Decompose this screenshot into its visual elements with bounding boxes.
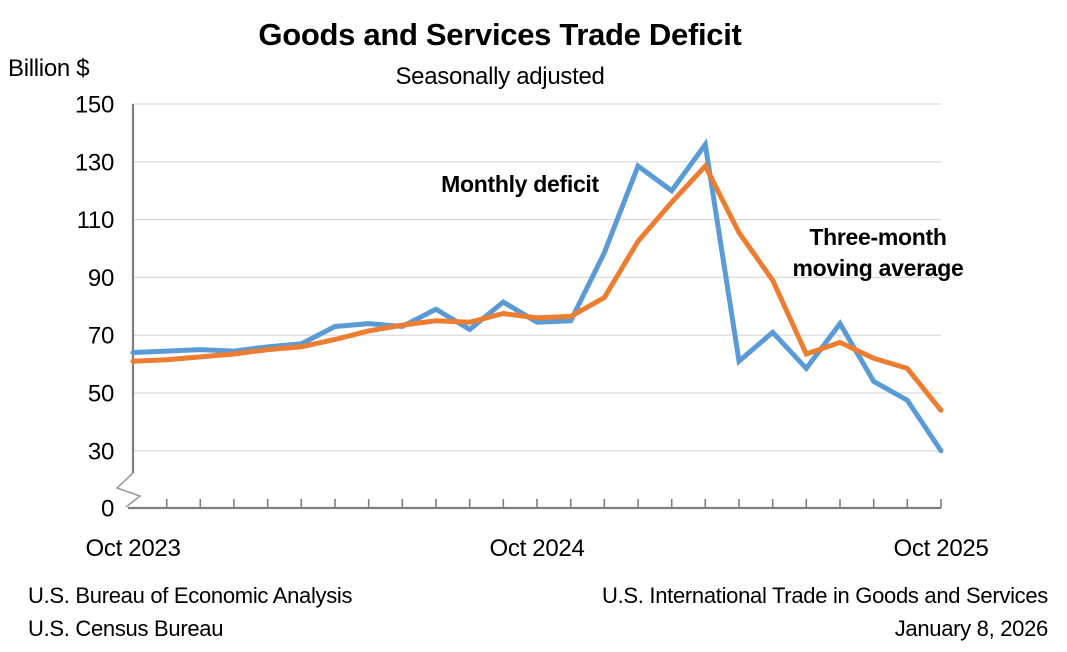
y-axis-tick-label-150: 150 [75,92,114,119]
y-axis-break-squiggle [115,472,142,508]
y-axis-tick-labels-group: 150 130 110 90 70 50 30 0 [75,92,114,523]
source-note-bea: U.S. Bureau of Economic Analysis [28,583,353,608]
moving-average-series-label-line1: Three-month [809,224,946,250]
y-axis-tick-label-130: 130 [75,149,114,176]
release-date-note: January 8, 2026 [895,616,1048,641]
data-series-group [130,138,944,454]
x-axis-tick-label: Oct 2024 [490,535,585,562]
x-axis-ticks-group [165,499,942,508]
y-axis-tick-label-30: 30 [88,438,114,465]
monthly-deficit-series-label: Monthly deficit [441,171,599,197]
chart-subtitle: Seasonally adjusted [395,63,604,90]
monthly-deficit-line [130,138,944,454]
source-note-census: U.S. Census Bureau [28,616,223,641]
y-axis-tick-label-70: 70 [88,323,114,350]
y-axis-tick-label-90: 90 [88,265,114,292]
report-name-note: U.S. International Trade in Goods and Se… [602,583,1048,608]
y-axis-tick-label-110: 110 [77,207,114,234]
moving-average-series-label-line2: moving average [793,255,964,281]
chart-title: Goods and Services Trade Deficit [258,17,741,52]
x-axis-tick-label: Oct 2023 [86,535,181,562]
y-axis-unit-label: Billion $ [8,55,89,82]
y-axis-tick-label-50: 50 [88,381,114,408]
gridlines-group [133,103,941,452]
x-axis-tick-labels-group: Oct 2023 Oct 2024 Oct 2025 [86,535,989,562]
x-axis-tick-label: Oct 2025 [894,535,989,562]
y-axis-tick-label-0: 0 [101,496,114,523]
three-month-moving-average-line [130,161,944,413]
